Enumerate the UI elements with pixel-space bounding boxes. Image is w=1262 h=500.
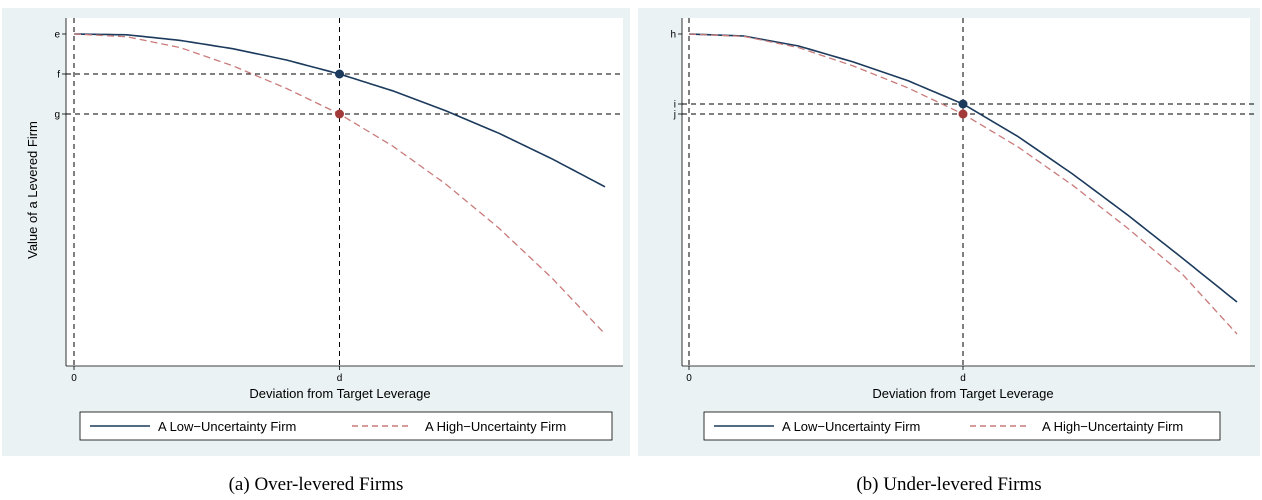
legend-label-low: A Low−Uncertainty Firm	[158, 419, 296, 434]
panel-over-levered: e f g 0 d Deviation from Target Leverage Val…	[2, 8, 630, 456]
x-tick-label: 0	[71, 373, 77, 384]
x-tick-label: d	[337, 373, 343, 384]
y-tick-label: i	[674, 100, 676, 111]
panel-under-levered: h ij 0 d Deviation from Target Leverage A L…	[638, 8, 1260, 456]
legend-box	[703, 411, 1221, 441]
x-tick-label: d	[960, 373, 966, 384]
y-tick-label: j	[673, 110, 676, 121]
x-axis-title: Deviation from Target Leverage	[872, 386, 1053, 401]
y-axis-title: Value of a Levered Firm	[25, 121, 40, 259]
legend: A Low−Uncertainty Firm A High−Uncertaint…	[79, 411, 613, 441]
y-tick-label: f	[57, 70, 60, 81]
caption-a: (a) Over-levered Firms	[229, 474, 404, 495]
plot-area	[682, 18, 1250, 366]
plot-area	[66, 18, 623, 366]
legend-box	[79, 411, 613, 441]
caption-b: (b) Under-levered Firms	[856, 474, 1041, 495]
legend-label-low: A Low−Uncertainty Firm	[782, 419, 920, 434]
y-tick-label: h	[670, 30, 676, 41]
x-tick-label: 0	[686, 373, 692, 384]
y-tick-label: e	[54, 30, 60, 41]
point-high-uncertainty	[335, 109, 344, 119]
point-high-uncertainty	[958, 109, 968, 119]
legend: A Low−Uncertainty Firm A High−Uncertaint…	[703, 411, 1221, 441]
point-low-uncertainty	[958, 99, 968, 109]
point-low-uncertainty	[335, 69, 344, 79]
x-axis-title: Deviation from Target Leverage	[249, 386, 430, 401]
legend-label-high: A High−Uncertainty Firm	[425, 419, 566, 434]
legend-label-high: A High−Uncertainty Firm	[1042, 419, 1183, 434]
y-tick-label: g	[54, 110, 60, 121]
